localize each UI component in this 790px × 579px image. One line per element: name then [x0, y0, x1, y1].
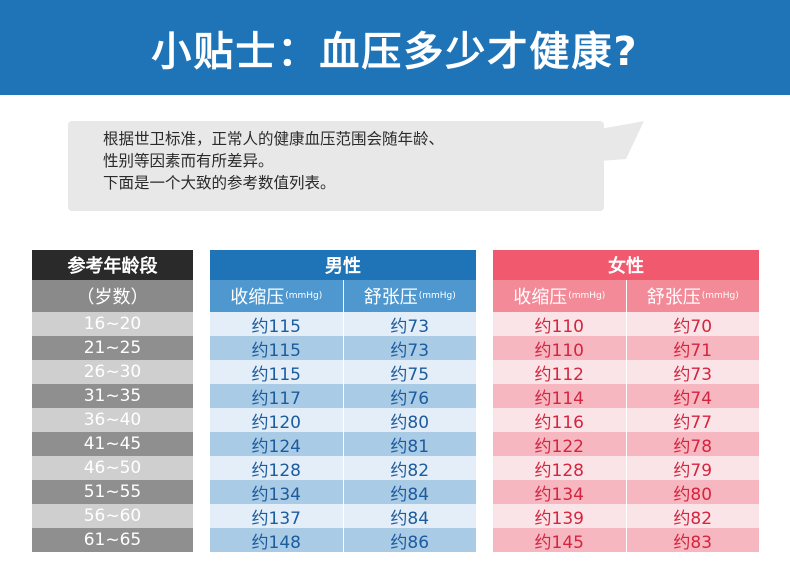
speech-bubble — [68, 121, 604, 211]
table-row: 约148 约86 — [210, 528, 476, 553]
age-row: 46~50 — [32, 456, 193, 480]
female-header: 女性 — [493, 250, 759, 280]
table-row: 约116 约77 — [493, 408, 759, 433]
table-row: 约120 约80 — [210, 408, 476, 433]
table-row: 约128 约82 — [210, 456, 476, 481]
female-table: 女性 收缩压 (mmHg) 舒张压 (mmHg) 约110 约70 约110 约71 约… — [493, 250, 759, 553]
table-row: 约134 约84 — [210, 480, 476, 505]
table-row: 约128 约79 — [493, 456, 759, 481]
male-diastolic-header: 舒张压 (mmHg) — [363, 287, 456, 308]
table-row: 约115 约75 — [210, 360, 476, 385]
age-header: 参考年龄段 — [32, 250, 193, 280]
female-subheader: 收缩压 (mmHg) 舒张压 (mmHg) — [493, 280, 759, 312]
intro-text: 根据世卫标准，正常人的健康血压范围会随年龄、 性别等因素而有所差异。 下面是一个… — [103, 128, 583, 194]
age-row: 51~55 — [32, 480, 193, 504]
title-banner: 小贴士：血压多少才健康? — [0, 0, 790, 95]
female-diastolic-header: 舒张压 (mmHg) — [646, 287, 739, 308]
age-row: 16~20 — [32, 312, 193, 336]
table-row: 约115 约73 — [210, 312, 476, 337]
age-row: 21~25 — [32, 336, 193, 360]
intro-line-1: 根据世卫标准，正常人的健康血压范围会随年龄、 — [103, 130, 445, 148]
male-subheader: 收缩压 (mmHg) 舒张压 (mmHg) — [210, 280, 476, 312]
male-table: 男性 收缩压 (mmHg) 舒张压 (mmHg) 约115 约73 约115 约73 约… — [210, 250, 476, 553]
table-row: 约115 约73 — [210, 336, 476, 361]
age-subheader: （岁数） — [32, 280, 193, 312]
table-row: 约145 约83 — [493, 528, 759, 553]
table-row: 约124 约81 — [210, 432, 476, 457]
table-row: 约114 约74 — [493, 384, 759, 409]
age-row: 56~60 — [32, 504, 193, 528]
table-row: 约110 约70 — [493, 312, 759, 337]
table-row: 约139 约82 — [493, 504, 759, 529]
page-title: 小贴士：血压多少才健康? — [151, 28, 639, 75]
table-row: 约122 约78 — [493, 432, 759, 457]
table-row: 约112 约73 — [493, 360, 759, 385]
table-row: 约117 约76 — [210, 384, 476, 409]
age-row: 26~30 — [32, 360, 193, 384]
age-table: 参考年龄段 （岁数） 16~20 21~25 26~30 31~35 36~40… — [32, 250, 193, 552]
female-systolic-header: 收缩压 (mmHg) — [493, 280, 627, 312]
intro-line-2: 性别等因素而有所差异。 — [103, 152, 274, 170]
age-row: 61~65 — [32, 528, 193, 552]
age-row: 36~40 — [32, 408, 193, 432]
male-header: 男性 — [210, 250, 476, 280]
table-row: 约137 约84 — [210, 504, 476, 529]
table-row: 约110 约71 — [493, 336, 759, 361]
table-row: 约134 约80 — [493, 480, 759, 505]
male-systolic-header: 收缩压 (mmHg) — [210, 280, 344, 312]
intro-line-3: 下面是一个大致的参考数值列表。 — [103, 174, 336, 192]
age-row: 41~45 — [32, 432, 193, 456]
age-row: 31~35 — [32, 384, 193, 408]
